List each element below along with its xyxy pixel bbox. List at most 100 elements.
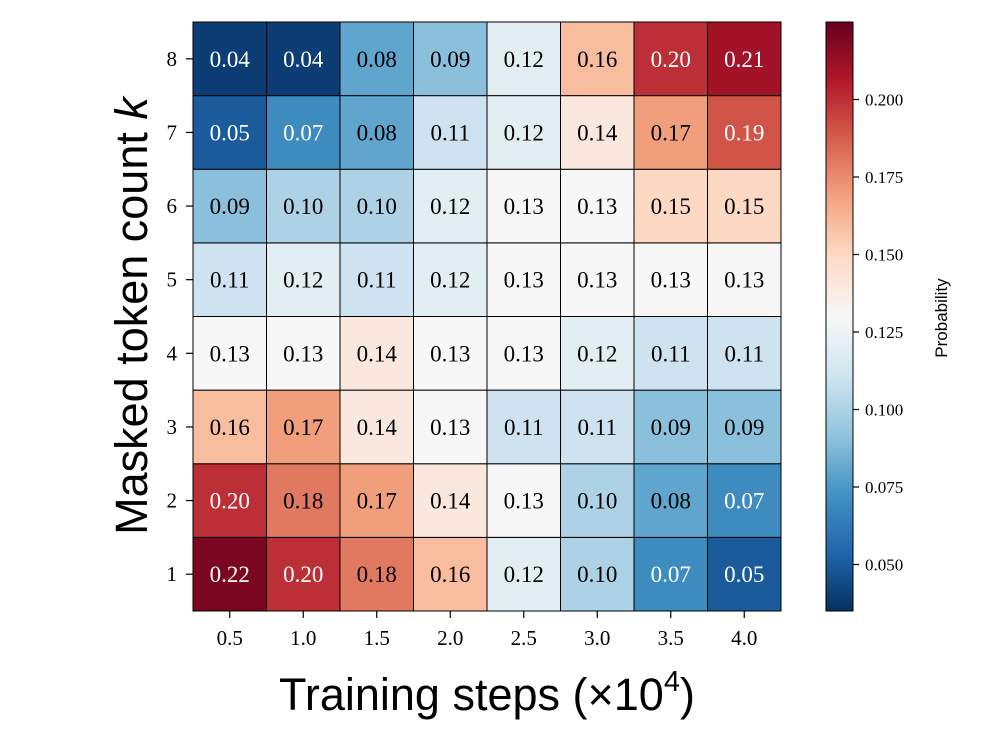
cell-value-label: 0.07 xyxy=(283,120,323,145)
cell-value-label: 0.04 xyxy=(210,47,251,72)
colorbar-tick-label: 0.050 xyxy=(865,556,903,575)
heatmap-cell xyxy=(413,316,488,391)
cell-value-label: 0.13 xyxy=(504,194,544,219)
cell-value-label: 0.09 xyxy=(430,47,470,72)
heatmap-cell xyxy=(266,95,341,170)
colorbar-label: Probability xyxy=(932,278,951,358)
heatmap-cell xyxy=(633,95,708,170)
cell-value-label: 0.17 xyxy=(651,120,691,145)
heatmap-cell xyxy=(413,389,488,465)
cell-value-label: 0.11 xyxy=(504,415,543,440)
cell-value-label: 0.07 xyxy=(651,562,691,587)
heatmap-cell xyxy=(266,21,341,97)
cell-value-label: 0.12 xyxy=(504,47,544,72)
cell-value-label: 0.08 xyxy=(357,47,397,72)
cell-value-label: 0.20 xyxy=(210,489,250,514)
cell-value-label: 0.10 xyxy=(283,194,323,219)
cell-value-label: 0.04 xyxy=(283,47,324,72)
heatmap-cell xyxy=(486,463,561,538)
heatmap-cell xyxy=(707,536,782,612)
heatmap-cell xyxy=(486,95,561,170)
heatmap-cell xyxy=(413,463,488,538)
colorbar-tick-label: 0.100 xyxy=(865,401,903,420)
cell-value-label: 0.13 xyxy=(430,341,470,366)
cell-value-label: 0.13 xyxy=(504,268,544,293)
heatmap-cell xyxy=(192,316,267,391)
cell-value-label: 0.09 xyxy=(651,415,691,440)
x-tick-label: 0.5 xyxy=(217,626,243,650)
cell-value-label: 0.22 xyxy=(210,562,250,587)
cell-value-label: 0.16 xyxy=(577,47,617,72)
cell-value-label: 0.13 xyxy=(651,268,691,293)
heatmap-cell xyxy=(192,536,267,612)
cell-value-label: 0.13 xyxy=(577,194,617,219)
heatmap-cell xyxy=(192,168,267,244)
colorbar-tick-label: 0.175 xyxy=(865,168,903,187)
cell-value-label: 0.13 xyxy=(430,415,470,440)
y-tick-label: 7 xyxy=(167,120,178,144)
heatmap-cell xyxy=(266,168,341,244)
heatmap-cell xyxy=(266,242,341,317)
heatmap-cell xyxy=(339,242,414,317)
heatmap-cell xyxy=(560,21,635,97)
y-tick-label: 4 xyxy=(167,341,178,365)
y-axis-title-main: Masked token count xyxy=(106,120,157,535)
cell-value-label: 0.11 xyxy=(651,341,690,366)
cell-value-label: 0.12 xyxy=(430,194,470,219)
heatmap-cell xyxy=(707,463,782,538)
heatmap-cell xyxy=(413,536,488,612)
heatmap-cell xyxy=(486,242,561,317)
heatmap-cell xyxy=(266,536,341,612)
heatmap-cell xyxy=(707,168,782,244)
cell-value-label: 0.12 xyxy=(577,341,617,366)
y-axis-ticks: 1 2 3 4 5 6 7 8 xyxy=(167,47,193,586)
cell-value-label: 0.07 xyxy=(724,489,764,514)
heatmap-cell xyxy=(266,389,341,465)
y-tick-label: 3 xyxy=(167,415,178,439)
colorbar-gradient xyxy=(825,21,854,612)
colorbar-tick-label: 0.125 xyxy=(865,323,903,342)
cell-value-label: 0.11 xyxy=(431,120,470,145)
cell-value-label: 0.08 xyxy=(651,489,691,514)
cell-value-label: 0.16 xyxy=(210,415,250,440)
heatmap-cell xyxy=(486,168,561,244)
heatmap-cell xyxy=(560,536,635,612)
colorbar-tick-label: 0.150 xyxy=(865,246,903,265)
colorbar-tick-label: 0.075 xyxy=(865,478,903,497)
heatmap-cell xyxy=(339,316,414,391)
x-tick-label: 1.0 xyxy=(290,626,316,650)
cell-value-label: 0.13 xyxy=(577,268,617,293)
cell-value-label: 0.14 xyxy=(577,120,618,145)
y-tick-label: 5 xyxy=(167,268,178,292)
cell-value-label: 0.11 xyxy=(578,415,617,440)
cell-value-label: 0.20 xyxy=(651,47,691,72)
cell-value-label: 0.14 xyxy=(357,341,398,366)
y-axis-title: Masked token count k xyxy=(106,95,157,535)
heatmap-cell xyxy=(192,95,267,170)
heatmap-cell xyxy=(707,389,782,465)
cell-value-label: 0.05 xyxy=(210,120,250,145)
cell-value-label: 0.10 xyxy=(577,562,617,587)
y-tick-label: 2 xyxy=(167,489,178,513)
x-axis-ticks: 0.5 1.0 1.5 2.0 2.5 3.0 3.5 4.0 xyxy=(217,611,757,650)
heatmap-cell xyxy=(560,168,635,244)
heatmap-cell xyxy=(633,168,708,244)
heatmap-cell xyxy=(266,463,341,538)
heatmap-cell xyxy=(707,242,782,317)
cell-value-label: 0.12 xyxy=(504,120,544,145)
cell-value-label: 0.18 xyxy=(357,562,397,587)
x-axis-title-main: Training steps (×10 xyxy=(279,669,664,720)
cell-value-label: 0.13 xyxy=(724,268,764,293)
y-tick-label: 6 xyxy=(167,194,178,218)
heatmap-cell xyxy=(413,21,488,97)
y-axis-title-variable: k xyxy=(106,95,157,120)
x-tick-label: 1.5 xyxy=(364,626,390,650)
cell-value-label: 0.18 xyxy=(283,489,323,514)
y-tick-label: 1 xyxy=(167,562,178,586)
cell-value-label: 0.12 xyxy=(504,562,544,587)
heatmap-cell xyxy=(486,316,561,391)
heatmap-cell xyxy=(486,389,561,465)
cell-value-label: 0.11 xyxy=(725,341,764,366)
heatmap-cell xyxy=(560,95,635,170)
